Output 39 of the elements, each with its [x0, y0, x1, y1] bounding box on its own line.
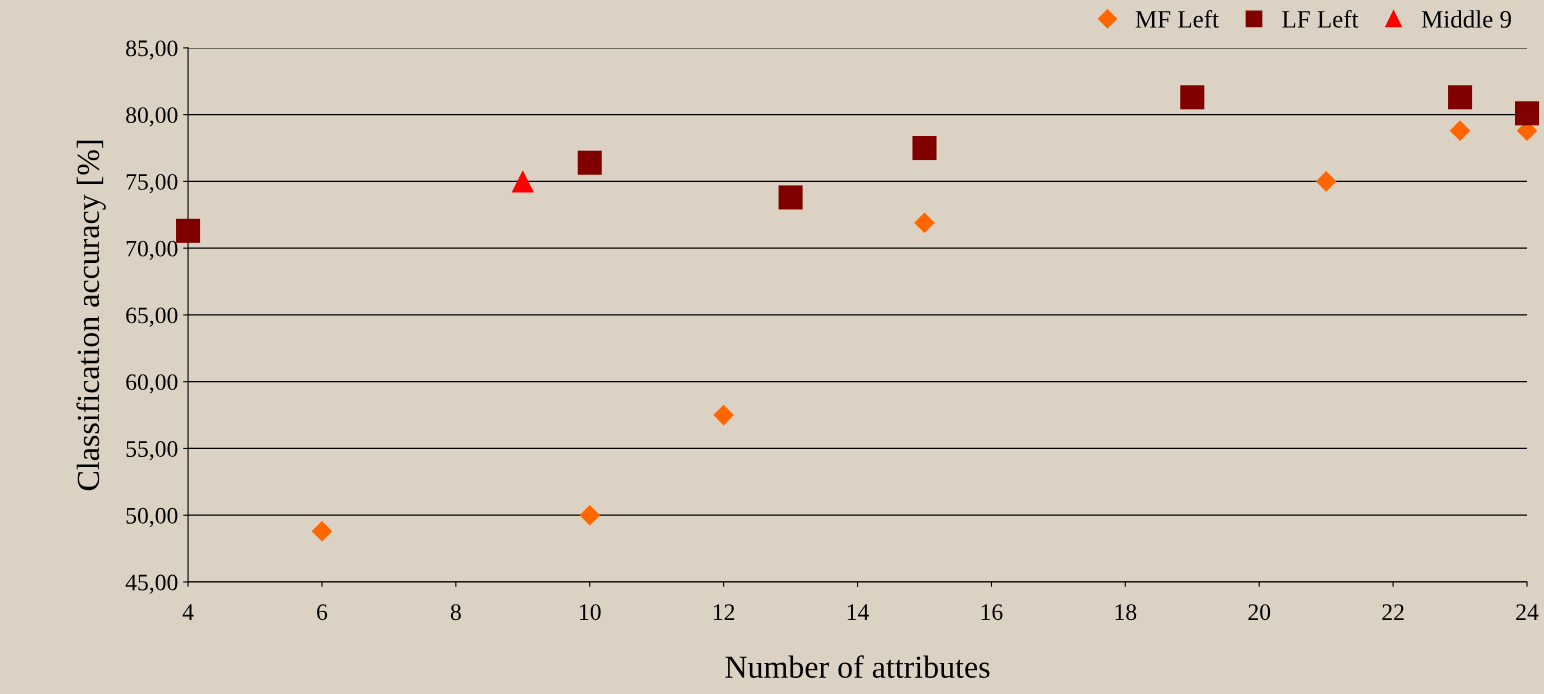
point — [1448, 85, 1473, 110]
y-tick-label: 50,00 — [126, 507, 178, 528]
x-tick-label: 24 — [1516, 604, 1539, 620]
y-tick-label: 85,00 — [126, 40, 178, 60]
point — [914, 212, 935, 234]
x-tick-label: 8 — [450, 604, 461, 621]
point — [1449, 120, 1471, 141]
x-tick-label: 16 — [981, 604, 1003, 621]
x-tick-label: 6 — [317, 604, 328, 621]
x-tick-label: 10 — [580, 604, 601, 621]
point — [778, 185, 803, 210]
point — [311, 520, 333, 542]
legend-label: MF Left — [1135, 9, 1219, 28]
x-axis-title: Number of attributes — [725, 655, 990, 678]
point — [577, 150, 602, 175]
y-tick-label: 80,00 — [126, 107, 178, 127]
x-tick-label: 20 — [1248, 604, 1271, 621]
y-tick-label: 65,00 — [126, 307, 178, 327]
x-tick-label: 22 — [1382, 604, 1404, 620]
point — [1180, 85, 1205, 110]
point — [579, 504, 601, 526]
point — [713, 404, 734, 426]
x-tick-label: 18 — [1115, 604, 1137, 621]
x-tick-label: 14 — [847, 604, 869, 620]
point — [1514, 101, 1540, 126]
legend-label: Middle 9 — [1421, 10, 1511, 28]
x-tick-label: 12 — [713, 604, 735, 620]
point — [912, 136, 937, 161]
y-tick-label: 55,00 — [126, 440, 178, 461]
y-tick-label: 75,00 — [126, 173, 178, 194]
point — [176, 218, 201, 243]
y-tick-label: 70,00 — [126, 240, 178, 260]
point — [511, 170, 534, 193]
y-axis-title: Classification accuracy [%] — [76, 140, 106, 491]
point — [1315, 171, 1337, 192]
y-tick-label: 45,00 — [125, 574, 178, 594]
legend-label: LF Left — [1282, 9, 1359, 28]
y-tick-label: 60,00 — [126, 374, 178, 394]
x-tick-label: 4 — [182, 604, 194, 620]
